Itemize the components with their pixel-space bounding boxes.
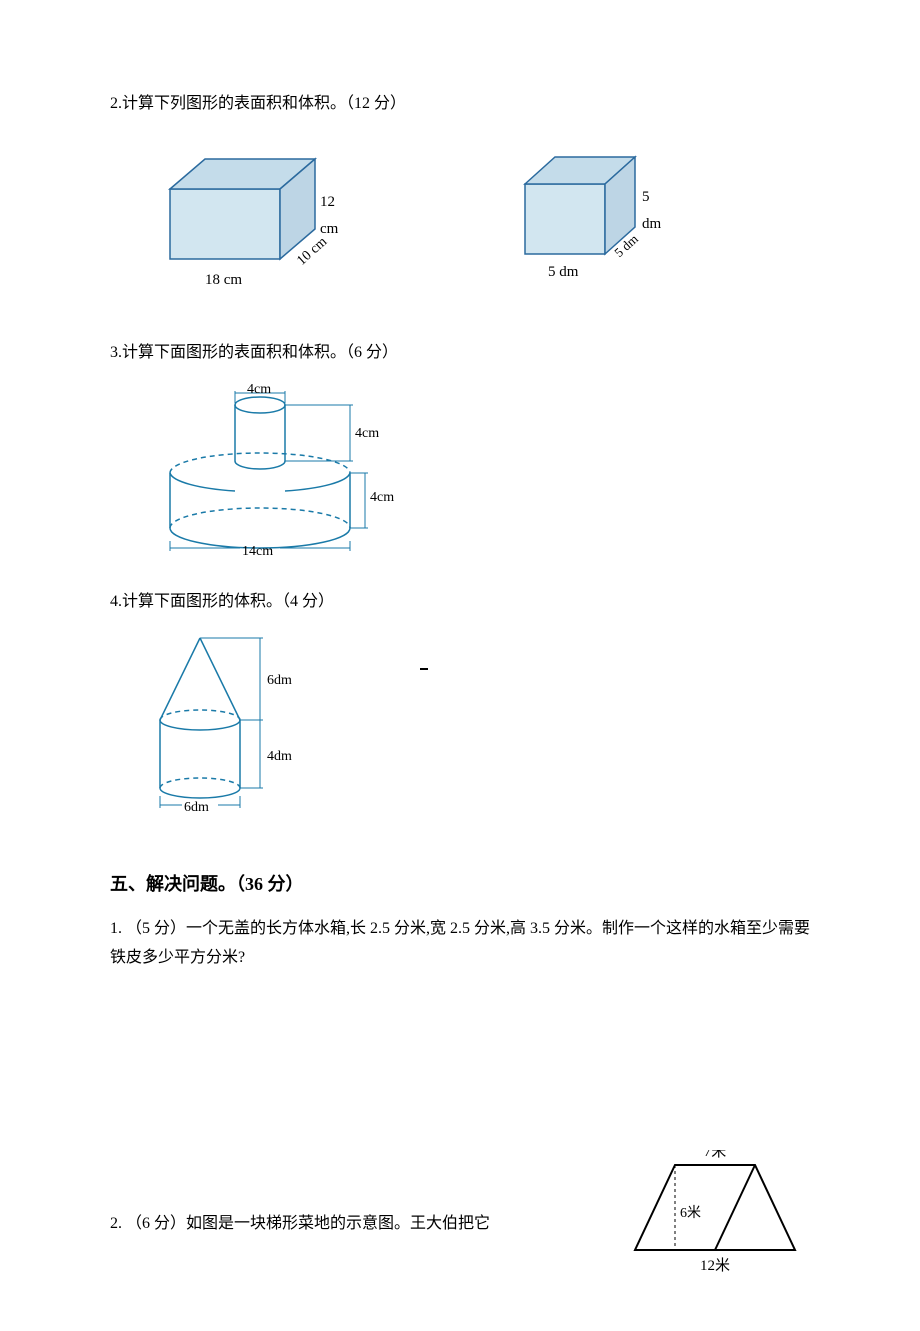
q2-text: 2.计算下列图形的表面积和体积。（12 分） [110,90,810,119]
stacked-cyl-svg [150,383,410,573]
cone-right [200,638,240,720]
top-diameter-label: 4cm [247,377,271,402]
answer-space-1 [110,990,810,1150]
cone-left [160,638,200,720]
cyl-height-label: 4dm [267,744,292,769]
cyl-bottom-back [160,778,240,788]
trapezoid-outline [635,1165,795,1250]
trap-bottom-label: 12米 [700,1257,730,1274]
q3-text: 3.计算下面图形的表面积和体积。（6 分） [110,339,810,368]
trapezoid-diagonal [715,1165,755,1250]
junction-back [160,710,240,720]
bottom-cyl-top-back [170,453,350,473]
cuboid-height-label: 12 cm [320,189,350,243]
section5-p2-row: 7米 6米 12米 2. （6 分）如图是一块梯形菜地的示意图。王大伯把它 [110,1150,810,1291]
top-height-label: 4cm [355,421,379,446]
q4-text: 4.计算下面图形的体积。（4 分） [110,588,810,617]
cursor-mark [420,668,428,670]
q4-row: 6dm 4dm 6dm [140,628,440,828]
cone-height-label: 6dm [267,668,292,693]
cone-cyl-svg [140,628,330,823]
cube-figure: 5 dm 5 dm 5 dm [510,139,670,299]
stacked-cylinders-figure: 4cm 4cm 4cm 14cm [150,383,410,573]
cube-front-label: 5 dm [548,259,578,286]
bottom-cyl-top-front-right [285,473,350,491]
cuboid-figure: 12 cm 10 cm 18 cm [150,139,350,299]
bottom-diameter-label: 14cm [242,539,273,564]
junction-front [160,720,240,730]
cube-height-label: 5 dm [642,184,670,238]
top-cyl-bottom-front [235,461,285,469]
cuboid-length-label: 18 cm [205,267,242,294]
cone-cylinder-figure: 6dm 4dm 6dm [140,628,330,823]
bottom-cyl-bottom-back [170,508,350,528]
bottom-height-label: 4cm [370,485,394,510]
diameter-label: 6dm [184,795,209,820]
cuboid-front [170,189,280,259]
trapezoid-figure: 7米 6米 12米 [620,1150,810,1291]
cube-front [525,184,605,254]
trap-height-label: 6米 [680,1205,701,1221]
section5-p1: 1. （5 分）一个无盖的长方体水箱,长 2.5 分米,宽 2.5 分米,高 3… [110,915,810,973]
bottom-cyl-top-front-left [170,473,235,491]
q2-figures: 12 cm 10 cm 18 cm 5 dm 5 dm 5 dm [150,139,810,299]
trapezoid-svg: 7米 6米 12米 [620,1150,810,1280]
trap-top-label: 7米 [704,1150,727,1160]
section5-heading: 五、解决问题。（36 分） [110,868,810,900]
